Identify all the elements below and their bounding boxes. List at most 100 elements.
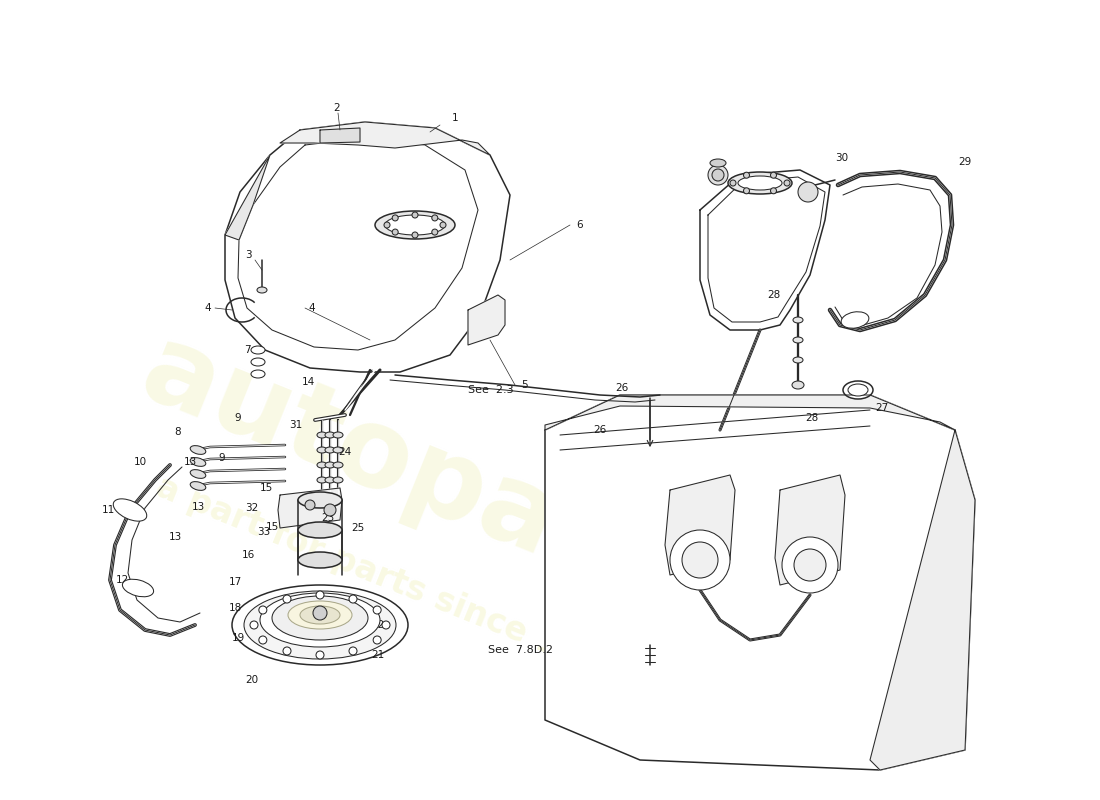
Polygon shape [468, 295, 505, 345]
Ellipse shape [298, 492, 342, 508]
Circle shape [782, 537, 838, 593]
Polygon shape [544, 395, 975, 770]
Polygon shape [226, 155, 270, 240]
Polygon shape [320, 128, 360, 143]
Ellipse shape [793, 357, 803, 363]
Text: 11: 11 [101, 505, 114, 515]
Circle shape [770, 172, 777, 178]
Circle shape [393, 215, 398, 221]
Ellipse shape [251, 370, 265, 378]
Ellipse shape [317, 432, 327, 438]
Text: 28: 28 [805, 413, 818, 423]
Ellipse shape [793, 337, 803, 343]
Circle shape [384, 222, 390, 228]
Circle shape [730, 180, 736, 186]
Circle shape [682, 542, 718, 578]
Text: See  2.3: See 2.3 [468, 385, 514, 395]
Text: 15: 15 [260, 483, 273, 493]
Text: 31: 31 [289, 420, 302, 430]
Ellipse shape [728, 172, 792, 194]
Ellipse shape [738, 176, 782, 190]
Text: 21: 21 [372, 650, 385, 660]
Text: 1: 1 [452, 113, 459, 123]
Ellipse shape [317, 447, 327, 453]
Ellipse shape [324, 432, 336, 438]
Circle shape [349, 595, 358, 603]
Text: 16: 16 [241, 550, 254, 560]
Ellipse shape [333, 477, 343, 483]
Ellipse shape [244, 591, 396, 659]
Text: 32: 32 [245, 503, 258, 513]
Circle shape [412, 232, 418, 238]
Text: 4: 4 [205, 303, 211, 313]
Text: 19: 19 [231, 633, 244, 643]
Text: 29: 29 [958, 157, 971, 167]
Circle shape [798, 182, 818, 202]
Ellipse shape [251, 358, 265, 366]
Text: 17: 17 [229, 577, 242, 587]
Circle shape [440, 222, 446, 228]
Text: 28: 28 [768, 290, 781, 300]
Ellipse shape [317, 477, 327, 483]
Ellipse shape [317, 462, 327, 468]
Ellipse shape [333, 462, 343, 468]
Text: See  7.8D.2: See 7.8D.2 [488, 645, 553, 655]
Text: 7: 7 [244, 345, 251, 355]
Ellipse shape [333, 432, 343, 438]
Text: autoparts: autoparts [126, 316, 734, 644]
Polygon shape [226, 122, 510, 372]
Circle shape [324, 504, 336, 516]
Circle shape [258, 606, 267, 614]
Ellipse shape [113, 499, 146, 521]
Text: 23: 23 [321, 513, 334, 523]
Ellipse shape [792, 381, 804, 389]
Circle shape [349, 647, 358, 655]
Circle shape [432, 215, 438, 221]
Circle shape [373, 636, 382, 644]
Ellipse shape [842, 312, 869, 328]
Polygon shape [278, 488, 342, 528]
Text: 13: 13 [168, 532, 182, 542]
Text: 33: 33 [257, 527, 271, 537]
Text: 22: 22 [372, 620, 385, 630]
Polygon shape [870, 430, 975, 770]
Circle shape [283, 647, 292, 655]
Ellipse shape [710, 159, 726, 167]
Ellipse shape [375, 211, 455, 239]
Polygon shape [666, 475, 735, 575]
Text: 14: 14 [301, 377, 315, 387]
Ellipse shape [793, 317, 803, 323]
Text: 30: 30 [835, 153, 848, 163]
Text: 6: 6 [576, 220, 583, 230]
Ellipse shape [324, 462, 336, 468]
Text: a part for parts since 1985: a part for parts since 1985 [151, 470, 629, 690]
Ellipse shape [122, 579, 154, 597]
Text: 12: 12 [116, 575, 129, 585]
Polygon shape [544, 395, 955, 430]
Circle shape [393, 229, 398, 235]
Ellipse shape [298, 552, 342, 568]
Ellipse shape [190, 482, 206, 490]
Polygon shape [280, 122, 490, 155]
Circle shape [250, 621, 258, 629]
Text: 8: 8 [175, 427, 182, 437]
Polygon shape [700, 170, 830, 330]
Ellipse shape [843, 381, 873, 399]
Text: 4: 4 [309, 303, 316, 313]
Polygon shape [776, 475, 845, 585]
Text: 15: 15 [265, 522, 278, 532]
Text: 3: 3 [244, 250, 251, 260]
Circle shape [432, 229, 438, 235]
Ellipse shape [298, 522, 342, 538]
Text: 13: 13 [191, 502, 205, 512]
Circle shape [708, 165, 728, 185]
Ellipse shape [260, 593, 379, 647]
Ellipse shape [324, 477, 336, 483]
Circle shape [794, 549, 826, 581]
Text: 18: 18 [229, 603, 242, 613]
Text: 20: 20 [245, 675, 258, 685]
Circle shape [314, 606, 327, 620]
Ellipse shape [385, 215, 446, 235]
Ellipse shape [257, 287, 267, 293]
Circle shape [316, 651, 324, 659]
